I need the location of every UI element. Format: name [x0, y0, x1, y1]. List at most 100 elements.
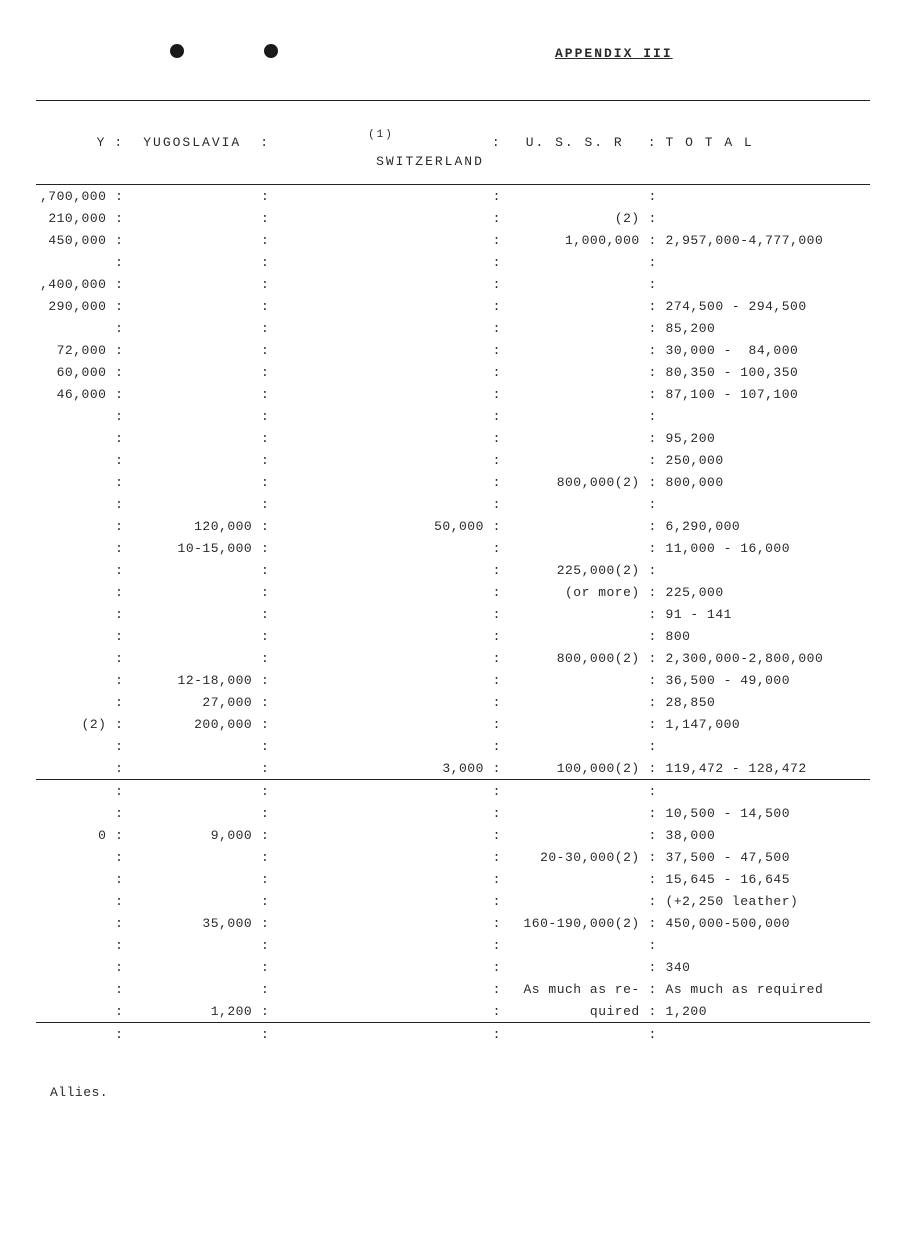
- table-cell: 95,200: [662, 427, 870, 449]
- table-row: ::::: [36, 1023, 870, 1046]
- table-row: ::::: [36, 735, 870, 757]
- table-cell: 50,000: [274, 515, 488, 537]
- col-sep: :: [644, 625, 662, 647]
- col-sep: :: [110, 735, 128, 757]
- col-sep: :: [644, 824, 662, 846]
- table-cell: [662, 273, 870, 295]
- table-row: :120,000:50,000::6,290,000: [36, 515, 870, 537]
- table-row: :::225,000(2):: [36, 559, 870, 581]
- table-cell: [662, 735, 870, 757]
- table-cell: [506, 317, 644, 339]
- table-cell: [506, 273, 644, 295]
- table-cell: [274, 912, 488, 934]
- table-cell: [662, 1023, 870, 1046]
- col-header-y: Y: [36, 101, 110, 185]
- table-cell: [506, 493, 644, 515]
- col-sep: :: [488, 185, 506, 208]
- table-cell: 250,000: [662, 449, 870, 471]
- col-sep: :: [644, 780, 662, 803]
- col-sep: :: [488, 757, 506, 780]
- col-sep: :: [644, 383, 662, 405]
- col-sep: :: [110, 802, 128, 824]
- table-cell: [128, 802, 256, 824]
- table-row: :1,200:: quired:1,200: [36, 1000, 870, 1023]
- table-row: 290,000::::274,500 - 294,500: [36, 295, 870, 317]
- table-cell: 10-15,000: [128, 537, 256, 559]
- col-sep: :: [644, 471, 662, 493]
- col-sep: :: [110, 846, 128, 868]
- col-sep: :: [110, 890, 128, 912]
- col-sep: :: [488, 735, 506, 757]
- table-cell: [128, 868, 256, 890]
- col-sep: :: [110, 229, 128, 251]
- col-sep: :: [110, 273, 128, 295]
- col-sep: :: [644, 757, 662, 780]
- col-sep: :: [488, 383, 506, 405]
- table-cell: [36, 427, 110, 449]
- col-sep: :: [256, 317, 274, 339]
- table-cell: 1,200: [662, 1000, 870, 1023]
- table-cell: [506, 361, 644, 383]
- table-cell: [128, 449, 256, 471]
- table-cell: [274, 361, 488, 383]
- col-sep: :: [256, 956, 274, 978]
- col-sep: :: [256, 824, 274, 846]
- table-cell: [36, 735, 110, 757]
- table-cell: [36, 559, 110, 581]
- col-header-sup: (1): [278, 131, 484, 139]
- table-cell: [36, 956, 110, 978]
- col-sep: :: [256, 1023, 274, 1046]
- table-cell: [662, 559, 870, 581]
- table-row: :10-15,000:::11,000 - 16,000: [36, 537, 870, 559]
- table-cell: [274, 251, 488, 273]
- table-cell: [274, 780, 488, 803]
- table-row: ::::: [36, 251, 870, 273]
- footnote: Allies.: [50, 1085, 108, 1100]
- table-cell: [274, 956, 488, 978]
- col-sep: :: [488, 559, 506, 581]
- table-cell: 91 - 141: [662, 603, 870, 625]
- table-cell: (or more): [506, 581, 644, 603]
- table-cell: [128, 757, 256, 780]
- col-sep: :: [256, 493, 274, 515]
- table-cell: [274, 405, 488, 427]
- table-row: ::::800: [36, 625, 870, 647]
- table-cell: [274, 802, 488, 824]
- table-cell: [506, 1023, 644, 1046]
- col-sep: :: [256, 207, 274, 229]
- col-sep: :: [256, 912, 274, 934]
- col-sep: :: [644, 361, 662, 383]
- table-cell: [36, 493, 110, 515]
- table-cell: [128, 405, 256, 427]
- table-row: ,700,000::::: [36, 185, 870, 208]
- table-cell: [274, 934, 488, 956]
- col-sep: :: [110, 603, 128, 625]
- table-cell: 37,500 - 47,500: [662, 846, 870, 868]
- table-cell: [506, 934, 644, 956]
- table-head: Y : YUGOSLAVIA : (1) SWITZERLAND : U. S.…: [36, 101, 870, 185]
- col-sep: :: [110, 713, 128, 735]
- col-sep: :: [256, 185, 274, 208]
- table-cell: [506, 515, 644, 537]
- table-cell: 80,350 - 100,350: [662, 361, 870, 383]
- col-sep: :: [644, 713, 662, 735]
- table-row: ::::95,200: [36, 427, 870, 449]
- table-row: :35,000::160-190,000(2):450,000-500,000: [36, 912, 870, 934]
- table-row: ::::15,645 - 16,645: [36, 868, 870, 890]
- col-sep: :: [488, 603, 506, 625]
- col-sep: :: [256, 361, 274, 383]
- table-cell: [128, 559, 256, 581]
- col-sep: :: [644, 317, 662, 339]
- col-sep: :: [644, 868, 662, 890]
- table-cell: [128, 471, 256, 493]
- table-cell: [506, 449, 644, 471]
- col-sep: :: [488, 207, 506, 229]
- table-row: :::800,000(2):2,300,000-2,800,000: [36, 647, 870, 669]
- table-cell: [506, 251, 644, 273]
- table-cell: 15,645 - 16,645: [662, 868, 870, 890]
- table-cell: [274, 295, 488, 317]
- col-sep: :: [256, 339, 274, 361]
- col-sep: :: [644, 229, 662, 251]
- table-cell: [274, 229, 488, 251]
- table-cell: [662, 780, 870, 803]
